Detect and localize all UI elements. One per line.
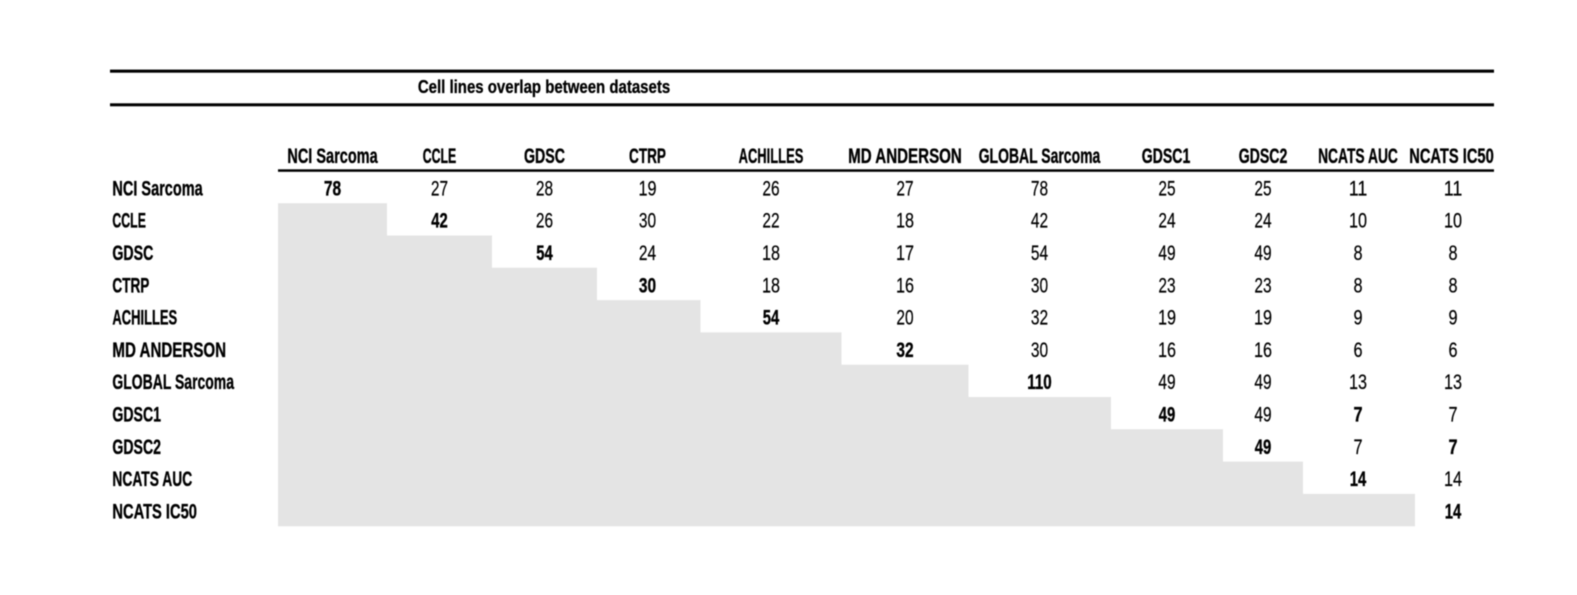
svg-text:14: 14 <box>1350 467 1367 491</box>
svg-text:30: 30 <box>1031 273 1048 297</box>
svg-text:GLOBAL Sarcoma: GLOBAL Sarcoma <box>112 370 234 394</box>
svg-text:CCLE: CCLE <box>112 209 146 233</box>
svg-text:49: 49 <box>1255 435 1272 459</box>
svg-text:25: 25 <box>1254 176 1271 200</box>
svg-text:23: 23 <box>1158 273 1175 297</box>
svg-text:6: 6 <box>1448 338 1457 362</box>
svg-text:49: 49 <box>1254 370 1271 394</box>
svg-text:NCI Sarcoma: NCI Sarcoma <box>287 144 378 168</box>
svg-text:GDSC: GDSC <box>112 241 153 265</box>
svg-text:18: 18 <box>896 209 914 233</box>
svg-text:7: 7 <box>1353 435 1362 459</box>
svg-text:19: 19 <box>1158 306 1176 330</box>
svg-text:13: 13 <box>1349 370 1367 394</box>
svg-text:GDSC1: GDSC1 <box>1142 144 1191 168</box>
svg-text:8: 8 <box>1353 273 1362 297</box>
svg-text:27: 27 <box>896 176 913 200</box>
svg-text:24: 24 <box>639 241 656 265</box>
svg-text:6: 6 <box>1353 338 1362 362</box>
svg-text:16: 16 <box>1158 338 1176 362</box>
svg-text:11: 11 <box>1444 176 1463 200</box>
svg-text:GDSC: GDSC <box>524 144 565 168</box>
svg-text:Cell lines overlap between dat: Cell lines overlap between datasets <box>418 76 670 97</box>
svg-text:7: 7 <box>1353 403 1362 427</box>
svg-text:16: 16 <box>1254 338 1272 362</box>
svg-text:27: 27 <box>431 176 448 200</box>
svg-text:49: 49 <box>1254 403 1271 427</box>
svg-text:14: 14 <box>1444 467 1462 491</box>
svg-text:49: 49 <box>1158 241 1175 265</box>
svg-text:NCATS IC50: NCATS IC50 <box>1409 144 1494 168</box>
svg-text:49: 49 <box>1158 370 1175 394</box>
svg-text:26: 26 <box>536 209 553 233</box>
svg-text:25: 25 <box>1158 176 1175 200</box>
svg-text:13: 13 <box>1444 370 1462 394</box>
svg-text:54: 54 <box>536 241 553 265</box>
svg-text:ACHILLES: ACHILLES <box>112 306 177 330</box>
svg-text:GDSC1: GDSC1 <box>112 403 161 427</box>
svg-text:49: 49 <box>1159 403 1176 427</box>
svg-text:42: 42 <box>431 209 448 233</box>
svg-text:30: 30 <box>639 273 656 297</box>
svg-text:20: 20 <box>896 306 913 330</box>
svg-text:23: 23 <box>1254 273 1271 297</box>
svg-text:CTRP: CTRP <box>629 144 666 168</box>
svg-text:78: 78 <box>324 176 341 200</box>
svg-text:GLOBAL Sarcoma: GLOBAL Sarcoma <box>979 144 1101 168</box>
svg-text:110: 110 <box>1027 370 1052 394</box>
svg-text:54: 54 <box>1031 241 1048 265</box>
svg-text:18: 18 <box>762 241 780 265</box>
svg-text:18: 18 <box>762 273 780 297</box>
svg-text:NCATS IC50: NCATS IC50 <box>112 499 197 523</box>
svg-text:8: 8 <box>1448 241 1457 265</box>
svg-text:NCATS AUC: NCATS AUC <box>1318 144 1398 168</box>
svg-text:24: 24 <box>1158 209 1175 233</box>
svg-text:NCI Sarcoma: NCI Sarcoma <box>112 176 203 200</box>
svg-text:GDSC2: GDSC2 <box>1239 144 1288 168</box>
svg-text:30: 30 <box>639 209 656 233</box>
svg-text:17: 17 <box>896 241 914 265</box>
svg-text:MD ANDERSON: MD ANDERSON <box>848 144 962 168</box>
svg-text:8: 8 <box>1448 273 1457 297</box>
svg-text:ACHILLES: ACHILLES <box>739 144 804 168</box>
svg-text:11: 11 <box>1349 176 1368 200</box>
svg-text:32: 32 <box>896 338 913 362</box>
svg-text:14: 14 <box>1445 499 1462 523</box>
svg-text:54: 54 <box>763 306 780 330</box>
svg-text:10: 10 <box>1349 209 1367 233</box>
svg-text:28: 28 <box>536 176 553 200</box>
svg-text:22: 22 <box>762 209 779 233</box>
svg-text:8: 8 <box>1353 241 1362 265</box>
svg-text:19: 19 <box>1254 306 1272 330</box>
svg-text:NCATS AUC: NCATS AUC <box>112 467 192 491</box>
svg-text:MD ANDERSON: MD ANDERSON <box>112 338 226 362</box>
svg-text:19: 19 <box>638 176 656 200</box>
svg-text:CTRP: CTRP <box>112 273 149 297</box>
svg-text:42: 42 <box>1031 209 1048 233</box>
svg-text:9: 9 <box>1448 306 1457 330</box>
svg-text:78: 78 <box>1031 176 1048 200</box>
svg-text:49: 49 <box>1254 241 1271 265</box>
svg-text:7: 7 <box>1448 403 1457 427</box>
svg-text:24: 24 <box>1254 209 1271 233</box>
svg-text:GDSC2: GDSC2 <box>112 435 161 459</box>
svg-text:9: 9 <box>1353 306 1362 330</box>
svg-text:16: 16 <box>896 273 914 297</box>
svg-text:30: 30 <box>1031 338 1048 362</box>
svg-text:10: 10 <box>1444 209 1462 233</box>
svg-text:7: 7 <box>1448 435 1457 459</box>
svg-text:CCLE: CCLE <box>423 144 457 168</box>
svg-text:32: 32 <box>1031 306 1048 330</box>
svg-text:26: 26 <box>762 176 779 200</box>
